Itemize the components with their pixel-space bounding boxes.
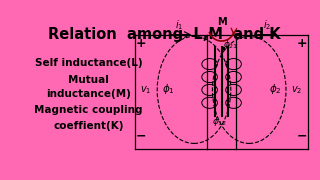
Text: $\phi_2$: $\phi_2$ bbox=[268, 82, 281, 96]
Text: $\phi_{12}$: $\phi_{12}$ bbox=[212, 115, 228, 128]
Text: +: + bbox=[135, 37, 146, 50]
Text: Relation  among  L,M  and K: Relation among L,M and K bbox=[48, 27, 280, 42]
Text: +: + bbox=[296, 37, 307, 50]
Text: $v_1$: $v_1$ bbox=[140, 84, 151, 96]
Text: $\phi_{21}$: $\phi_{21}$ bbox=[223, 38, 239, 51]
Text: inductance(M): inductance(M) bbox=[46, 89, 131, 99]
Text: M: M bbox=[217, 17, 227, 27]
Text: Mutual: Mutual bbox=[68, 75, 109, 85]
Text: −: − bbox=[296, 130, 307, 143]
Text: $v_2$: $v_2$ bbox=[291, 84, 303, 96]
Text: Magnetic coupling: Magnetic coupling bbox=[34, 105, 143, 115]
Text: −: − bbox=[135, 130, 146, 143]
Text: coeffient(K): coeffient(K) bbox=[53, 121, 124, 130]
Text: $\phi_1$: $\phi_1$ bbox=[162, 82, 175, 96]
Text: $i_1$: $i_1$ bbox=[175, 18, 183, 32]
Text: Self inductance(L): Self inductance(L) bbox=[35, 58, 142, 68]
Text: $i_2$: $i_2$ bbox=[263, 18, 272, 32]
